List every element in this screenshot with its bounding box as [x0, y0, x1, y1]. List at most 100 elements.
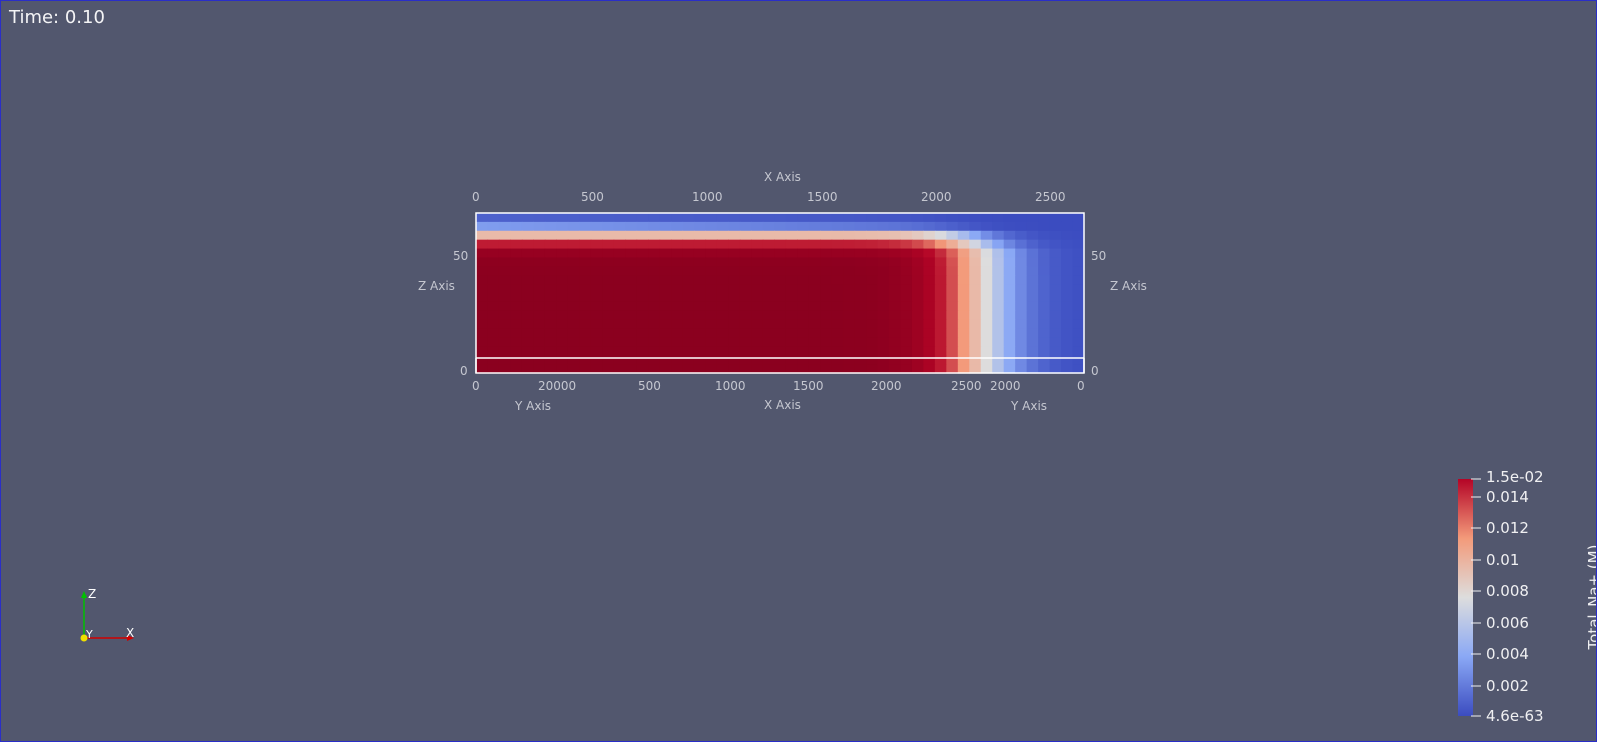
- field-cell: [866, 257, 879, 267]
- field-cell: [808, 248, 821, 259]
- field-cell: [957, 337, 970, 347]
- field-cell: [843, 284, 856, 294]
- field-cell: [866, 239, 879, 250]
- field-cell: [808, 213, 821, 223]
- orientation-axes-widget[interactable]: Z Y X: [71, 586, 151, 656]
- field-cell: [888, 310, 902, 321]
- field-cell: [969, 239, 982, 250]
- field-cell: [1026, 310, 1039, 321]
- field-cell: [739, 248, 752, 259]
- field-cell: [1026, 213, 1039, 223]
- field-cell: [762, 310, 775, 321]
- field-cell: [831, 284, 844, 294]
- field-cell: [533, 221, 546, 232]
- field-cell: [487, 239, 500, 250]
- field-cell: [487, 337, 500, 347]
- field-cell: [774, 346, 787, 356]
- field-cell: [590, 266, 603, 276]
- field-cell: [705, 213, 718, 223]
- field-cell: [911, 230, 924, 241]
- field-cell: [556, 337, 569, 347]
- field-cell: [556, 355, 569, 365]
- field-cell: [590, 319, 603, 330]
- y-axis-dot-icon: [80, 634, 88, 642]
- field-cell: [831, 239, 844, 250]
- field-cell: [579, 257, 592, 267]
- field-cell: [476, 301, 489, 312]
- field-cell: [934, 230, 947, 241]
- field-cell: [487, 364, 500, 374]
- field-cell: [590, 257, 603, 267]
- field-cell: [579, 301, 592, 312]
- field-cell: [636, 310, 649, 321]
- field-cell: [957, 213, 970, 223]
- field-cell: [476, 337, 489, 347]
- field-cell: [854, 310, 867, 321]
- field-cell: [648, 310, 661, 321]
- field-cell: [900, 328, 913, 339]
- field-cell: [567, 355, 580, 365]
- field-cell: [602, 364, 615, 374]
- field-cell: [682, 301, 695, 312]
- field-cell: [877, 239, 890, 250]
- field-cell: [774, 337, 787, 347]
- field-cell: [544, 248, 557, 259]
- field-cell: [728, 266, 741, 276]
- field-cell: [934, 355, 947, 365]
- field-cell: [693, 337, 707, 347]
- field-cell: [498, 284, 512, 294]
- field-cell: [671, 239, 684, 250]
- field-cell: [1026, 364, 1039, 374]
- field-cell: [854, 328, 867, 339]
- field-cell: [648, 230, 661, 241]
- field-cell: [1049, 266, 1062, 276]
- field-cell: [774, 284, 787, 294]
- right-y-tick: 0: [1077, 379, 1085, 393]
- field-cell: [785, 319, 798, 330]
- colorbar-tick-marks: [1471, 478, 1481, 717]
- field-cell: [1026, 319, 1039, 330]
- field-cell: [648, 301, 661, 312]
- field-cell: [820, 230, 833, 241]
- field-cell: [820, 266, 833, 276]
- field-cell: [854, 257, 867, 267]
- field-cell: [751, 213, 764, 223]
- field-cell: [751, 310, 764, 321]
- field-cell: [487, 355, 500, 365]
- field-cell: [785, 328, 798, 339]
- field-cell: [785, 266, 798, 276]
- field-cell: [476, 275, 489, 285]
- field-cell: [797, 284, 810, 294]
- field-cell: [567, 346, 580, 356]
- field-cell: [671, 328, 684, 339]
- field-cell: [992, 221, 1005, 232]
- field-cell: [476, 221, 489, 232]
- field-cell: [1026, 337, 1039, 347]
- field-cell: [888, 275, 902, 285]
- field-cell: [934, 346, 947, 356]
- field-cell: [969, 266, 982, 276]
- field-cell: [1026, 355, 1039, 365]
- field-cell: [659, 248, 672, 259]
- field-cell: [969, 275, 982, 285]
- field-cell: [877, 328, 890, 339]
- field-cell: [648, 275, 661, 285]
- field-cell: [843, 257, 856, 267]
- field-cell: [1072, 213, 1085, 223]
- field-cell: [1026, 293, 1039, 303]
- field-cell: [934, 364, 947, 374]
- field-cell: [877, 364, 890, 374]
- field-cell: [476, 364, 489, 374]
- field-cell: [980, 230, 993, 241]
- field-cell: [946, 319, 959, 330]
- field-cell: [911, 355, 924, 365]
- field-cell: [923, 230, 936, 241]
- field-cell: [969, 213, 982, 223]
- field-cell: [843, 301, 856, 312]
- field-cell: [602, 275, 615, 285]
- field-cell: [716, 248, 729, 259]
- field-cell: [957, 248, 970, 259]
- field-cell: [854, 230, 867, 241]
